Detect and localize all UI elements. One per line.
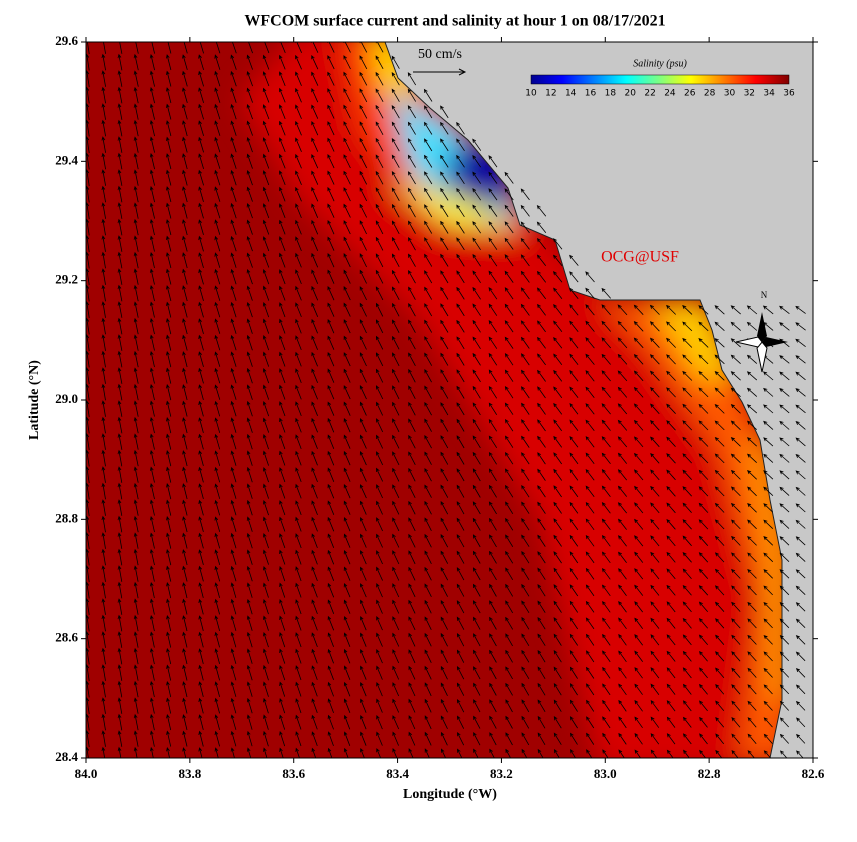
scale-label: 50 cm/s [418,47,462,62]
colorbar-tick-label: 12 [545,89,556,99]
colorbar-tick-label: 20 [625,89,637,99]
y-tick-label: 28.6 [55,630,78,645]
x-tick-label: 82.6 [802,766,825,781]
x-tick-label: 82.8 [698,766,721,781]
x-tick-label: 83.2 [490,766,513,781]
colorbar-tick-label: 18 [605,89,617,99]
colorbar-tick-label: 36 [783,89,795,99]
scale-arrow-head [458,68,467,76]
current-vectors [86,42,806,758]
colorbar [530,74,790,85]
x-tick-label: 83.4 [386,766,409,781]
colorbar-tick-label: 30 [724,89,736,99]
x-axis-label: Longitude (°W) [403,787,497,802]
x-tick-label: 84.0 [75,766,98,781]
y-tick-label: 29.4 [55,152,78,167]
y-tick-label: 28.8 [55,510,78,525]
colorbar-tick-label: 32 [744,89,755,99]
compass-label: N [761,290,768,300]
colorbar-tick-label: 16 [585,89,597,99]
y-tick-label: 29.2 [55,272,78,287]
colorbar-tick-label: 10 [525,89,537,99]
y-axis-label: Latitude (°N) [27,360,42,440]
colorbar-tick-label: 14 [565,89,577,99]
x-tick-label: 83.8 [178,766,201,781]
vector-arrows [86,42,806,758]
credit: OCG@USF [601,249,679,266]
y-tick-label: 29.6 [55,33,78,48]
y-tick-label: 29.0 [55,391,78,406]
colorbar-tick-label: 22 [644,89,655,99]
salinity-field [86,42,813,758]
title: WFCOM surface current and salinity at ho… [244,13,665,30]
x-tick-label: 83.6 [282,766,305,781]
colorbar-title: Salinity (psu) [633,58,687,69]
colorbar-tick-label: 26 [684,89,696,99]
compass [735,312,788,373]
colorbar-tick-label: 28 [704,89,716,99]
colorbar-tick-label: 34 [763,89,775,99]
y-tick-label: 28.4 [55,749,78,764]
x-tick-label: 83.0 [594,766,617,781]
colorbar-tick-label: 24 [664,89,676,99]
